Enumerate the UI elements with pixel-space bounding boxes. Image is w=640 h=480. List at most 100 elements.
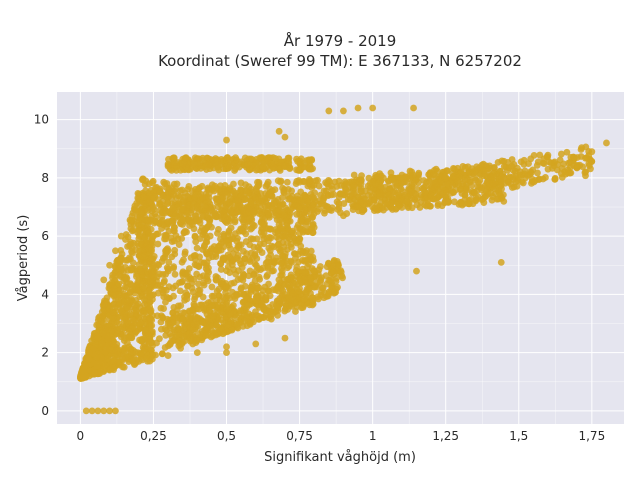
data-point [145,345,153,353]
data-point [120,292,128,300]
data-point [117,232,125,240]
data-point [98,339,106,347]
data-point [178,235,186,242]
data-point [310,283,318,291]
data-point [100,276,108,284]
data-point [165,258,173,266]
data-point [418,185,426,192]
data-point [135,232,143,240]
data-point [295,235,303,243]
data-point [253,255,261,262]
data-point [127,217,135,225]
data-point [326,206,333,214]
data-point [233,321,241,328]
data-point [160,178,168,186]
data-point [497,258,505,266]
data-point [319,284,327,292]
data-point [170,237,178,245]
data-point [314,176,321,184]
data-point [284,264,291,272]
data-point [139,344,147,351]
data-point [294,250,302,258]
data-point [349,183,357,191]
data-point [233,208,241,216]
data-point [156,206,164,214]
data-point [298,278,305,286]
data-point [190,321,198,328]
data-point [323,263,331,271]
data-point [461,177,469,184]
data-point [124,333,132,341]
data-point [588,158,596,165]
data-point [140,301,148,309]
data-point [478,161,486,169]
data-point [309,294,317,302]
data-point [169,319,177,327]
y-axis-title: Vågperiod (s) [16,215,31,302]
data-point [293,210,300,218]
data-point [249,201,257,208]
data-point [141,234,149,241]
data-point [193,159,201,167]
data-point [540,160,548,167]
data-point [283,222,291,229]
data-point [120,311,128,318]
data-point [217,266,225,273]
data-point [329,267,337,275]
data-point [325,290,333,298]
data-point [121,347,128,354]
data-point [511,167,519,175]
data-point [288,289,296,297]
data-point [284,275,291,283]
data-point [210,187,218,195]
data-point [189,306,197,313]
data-point [125,343,133,351]
data-point [536,151,544,159]
data-point [500,197,508,205]
data-point [190,225,198,233]
data-point [184,282,191,290]
x-tick-label: 1,25 [432,429,459,443]
data-point [296,285,303,292]
data-point [102,362,110,370]
data-point [179,315,187,323]
data-point [173,180,181,188]
data-point [164,189,172,196]
data-point [164,352,172,359]
data-point [215,166,223,174]
data-point [237,275,245,282]
data-point [163,293,171,301]
data-point [116,271,123,279]
data-point [208,283,216,291]
data-point [261,220,268,228]
data-point [544,165,552,173]
data-point [140,193,148,201]
data-point [405,186,413,194]
data-point [150,261,157,269]
x-axis-title: Signifikant våghöjd (m) [264,450,416,465]
data-point [136,293,144,301]
data-point [223,305,230,313]
y-tick-label: 10 [34,113,49,127]
data-point [112,291,119,298]
data-point [292,308,299,315]
data-point [287,240,295,248]
data-point [276,297,283,305]
data-point [255,181,263,189]
data-point [195,305,203,313]
data-point [383,199,391,207]
data-point [247,249,255,257]
data-point [551,175,559,183]
data-point [520,156,528,164]
data-point [256,246,263,254]
data-point [573,154,581,161]
data-point [170,154,178,162]
data-point [164,265,172,273]
data-point [304,198,311,205]
data-point [164,218,172,226]
data-point [180,309,187,317]
data-point [217,260,224,267]
data-point [335,261,342,269]
data-point [147,284,155,292]
data-point [273,233,280,241]
